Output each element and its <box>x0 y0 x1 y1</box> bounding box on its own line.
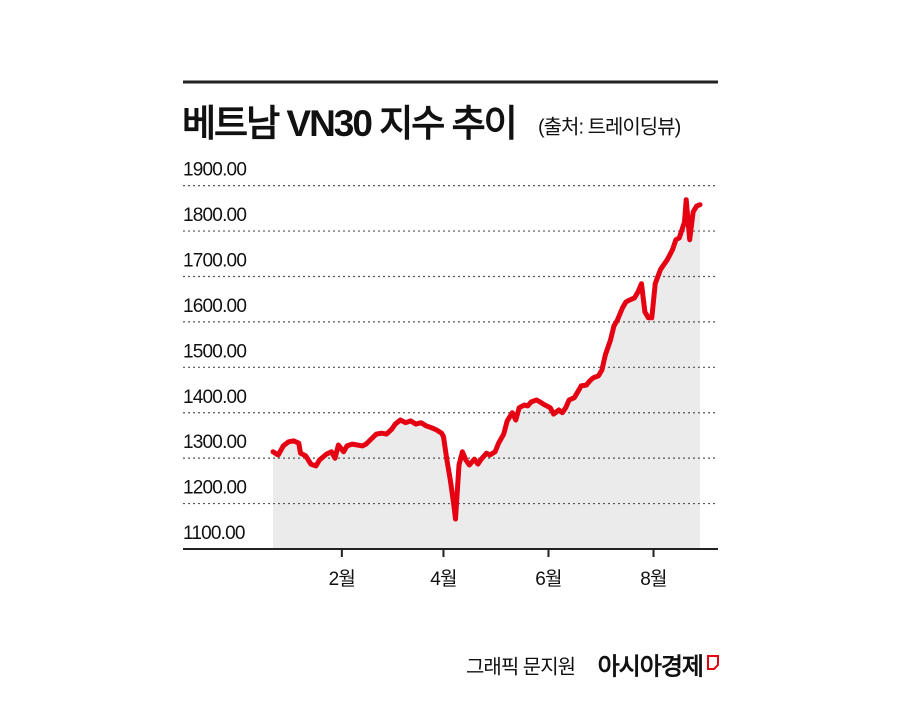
y-tick-label: 1100.00 <box>183 523 245 544</box>
chart-title: 베트남 VN30 지수 추이 <box>182 103 516 144</box>
y-tick-label: 1400.00 <box>183 387 246 408</box>
x-tick-label: 2월 <box>329 568 355 590</box>
y-tick-label: 1700.00 <box>183 250 246 271</box>
y-tick-label: 1600.00 <box>183 296 246 317</box>
area <box>273 199 700 549</box>
x-tick-label: 4월 <box>430 568 456 590</box>
x-tick-label: 6월 <box>535 568 561 590</box>
chart-subtitle: (출처: 트레이딩뷰) <box>538 115 681 138</box>
y-tick-label: 1800.00 <box>183 205 246 226</box>
y-tick-label: 1300.00 <box>183 432 246 453</box>
y-tick-label: 1500.00 <box>183 341 246 362</box>
publisher-icon <box>707 655 719 670</box>
y-tick-label: 1900.00 <box>183 160 246 181</box>
publisher: 아시아경제 <box>598 653 703 680</box>
credit: 그래픽 문지원 <box>466 655 575 678</box>
x-tick-label: 8월 <box>640 568 666 590</box>
y-tick-label: 1200.00 <box>183 478 246 499</box>
line <box>270 197 703 522</box>
